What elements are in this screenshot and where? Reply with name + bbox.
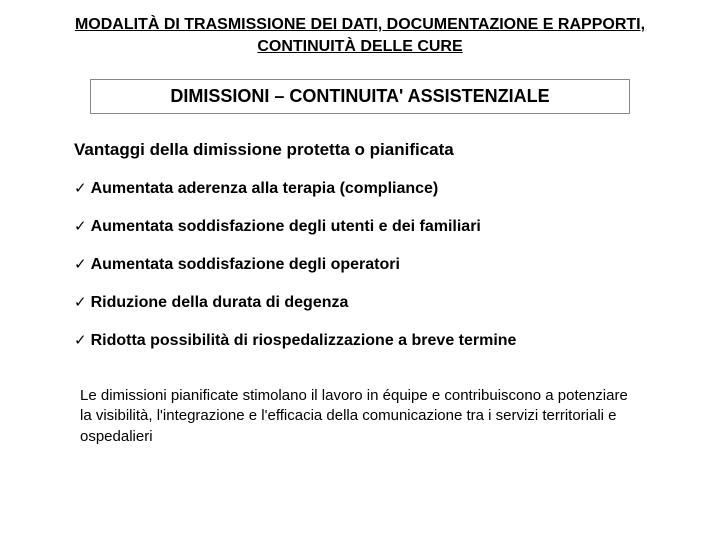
title-line-2: CONTINUITÀ DELLE CURE xyxy=(257,38,462,55)
bullet-item: ✓ Aumentata soddisfazione degli utenti e… xyxy=(74,218,646,236)
advantages-heading: Vantaggi della dimissione protetta o pia… xyxy=(74,140,646,160)
bullet-item: ✓ Ridotta possibilità di riospedalizzazi… xyxy=(74,332,646,350)
bullet-item: ✓ Riduzione della durata di degenza xyxy=(74,294,646,312)
content-area: Vantaggi della dimissione protetta o pia… xyxy=(0,140,720,447)
title-line-1: MODALITÀ DI TRASMISSIONE DEI DATI, DOCUM… xyxy=(75,16,645,33)
bullet-text: Aumentata aderenza alla terapia (complia… xyxy=(91,180,439,198)
check-icon: ✓ xyxy=(74,218,87,236)
bullet-item: ✓ Aumentata soddisfazione degli operator… xyxy=(74,256,646,274)
bullet-text: Riduzione della durata di degenza xyxy=(91,294,349,312)
check-icon: ✓ xyxy=(74,294,87,312)
subtitle-box: DIMISSIONI – CONTINUITA' ASSISTENZIALE xyxy=(90,79,630,114)
check-icon: ✓ xyxy=(74,332,87,350)
slide-title: MODALITÀ DI TRASMISSIONE DEI DATI, DOCUM… xyxy=(0,14,720,57)
footer-paragraph: Le dimissioni pianificate stimolano il l… xyxy=(74,386,646,447)
bullet-text: Aumentata soddisfazione degli utenti e d… xyxy=(91,218,481,236)
subtitle-text: DIMISSIONI – CONTINUITA' ASSISTENZIALE xyxy=(170,86,549,106)
check-icon: ✓ xyxy=(74,180,87,198)
bullet-text: Ridotta possibilità di riospedalizzazion… xyxy=(91,332,517,350)
bullet-item: ✓ Aumentata aderenza alla terapia (compl… xyxy=(74,180,646,198)
check-icon: ✓ xyxy=(74,256,87,274)
bullet-text: Aumentata soddisfazione degli operatori xyxy=(91,256,400,274)
